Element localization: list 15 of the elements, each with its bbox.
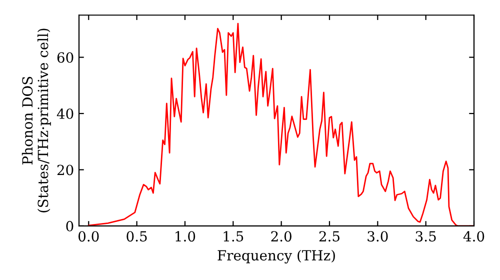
y-tick-label: 20 (57, 164, 74, 176)
x-tick-label: 2.5 (319, 231, 340, 242)
x-tick-label: 0.0 (78, 231, 99, 242)
y-tick-label: 40 (56, 108, 74, 119)
x-axis-title: Frequency (THz) (218, 250, 335, 264)
y-tick-label: 60 (57, 52, 74, 63)
x-tick-label: 3.5 (416, 231, 436, 242)
y-axis-title: Phonon DOS (States/THz·primitive cell) (22, 28, 51, 212)
x-tick-label: 0.5 (126, 231, 147, 242)
x-tick-label: 1.5 (224, 231, 244, 242)
x-tick-label: 1.0 (176, 231, 196, 242)
y-tick-label: 0 (66, 220, 74, 232)
x-tick-label: 2.0 (271, 231, 292, 242)
x-tick-label: 4.0 (463, 231, 484, 242)
x-tick-label: 3.0 (368, 231, 388, 242)
